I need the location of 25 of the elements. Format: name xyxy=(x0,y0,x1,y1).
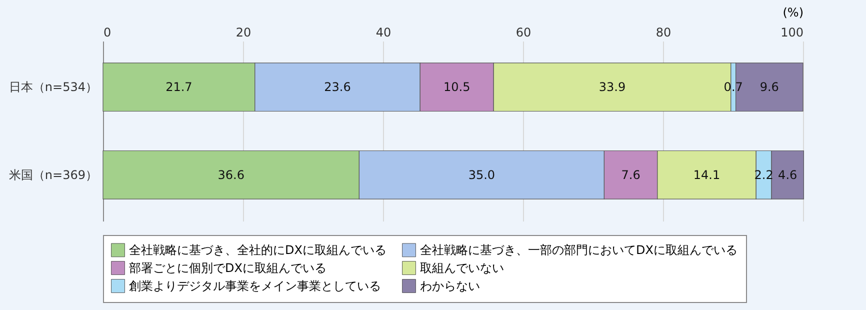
x-tick-label: 0 xyxy=(104,26,112,40)
y-tick-label: 日本（n=534） xyxy=(8,80,98,94)
data-label: 10.5 xyxy=(443,80,470,94)
legend-label: わからない xyxy=(420,279,480,293)
x-axis-title: (%) xyxy=(782,6,804,20)
legend-label: 全社戦略に基づき、一部の部門においてDXに取組んでいる xyxy=(420,243,738,258)
data-label: 21.7 xyxy=(166,80,192,94)
x-tick-label: 100 xyxy=(780,26,804,40)
data-label: 33.9 xyxy=(598,80,626,94)
data-label: 7.6 xyxy=(621,168,640,182)
y-tick-label: 米国（n=369） xyxy=(8,168,98,182)
x-tick-label: 60 xyxy=(516,26,532,40)
legend-label: 取組んでいない xyxy=(420,261,504,275)
legend-label: 創業よりデジタル事業をメイン事業としている xyxy=(129,279,381,293)
data-label: 4.6 xyxy=(778,168,798,182)
legend-label: 部署ごとに個別でDXに取組んでいる xyxy=(129,261,326,275)
x-tick-label: 80 xyxy=(656,26,672,40)
data-label: 35.0 xyxy=(468,168,496,182)
data-label: 23.6 xyxy=(324,80,351,94)
x-tick-label: 40 xyxy=(376,26,392,40)
data-label: 36.6 xyxy=(218,168,244,182)
x-tick-label: 20 xyxy=(236,26,252,40)
data-label: 14.1 xyxy=(693,168,720,182)
legend-label: 全社戦略に基づき、全社的にDXに取組んでいる xyxy=(129,243,386,258)
data-label: 9.6 xyxy=(760,80,779,94)
